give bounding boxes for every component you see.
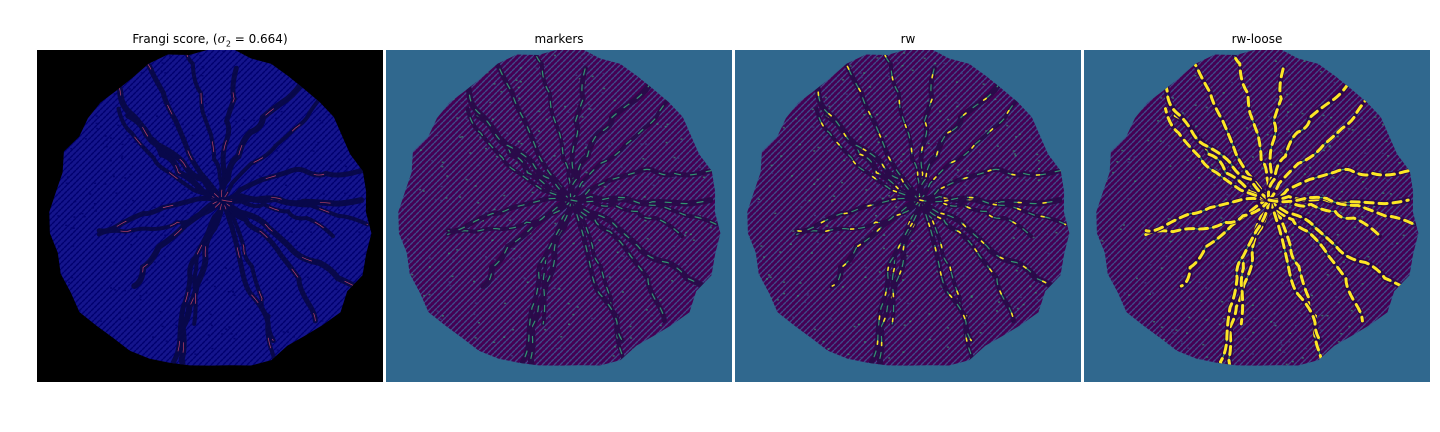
frangi-score-canvas	[37, 50, 383, 382]
panel-title-markers: markers	[534, 32, 584, 46]
rw-image	[735, 50, 1081, 382]
rw-loose-canvas	[1084, 50, 1430, 382]
markers-canvas	[386, 50, 732, 382]
retina-region	[747, 50, 1070, 366]
retina-region	[398, 50, 721, 366]
retina-region	[49, 50, 372, 366]
panel-title-rw-loose: rw-loose	[1231, 32, 1283, 46]
markers-image	[386, 50, 732, 382]
panel-title-frangi: Frangi score, (σ2 = 0.664)	[132, 32, 288, 49]
rw-loose-image	[1084, 50, 1430, 382]
frangi-score-image	[37, 50, 383, 382]
rw-canvas	[735, 50, 1081, 382]
panel-title-rw: rw	[900, 32, 916, 46]
retina-region	[1096, 50, 1419, 366]
